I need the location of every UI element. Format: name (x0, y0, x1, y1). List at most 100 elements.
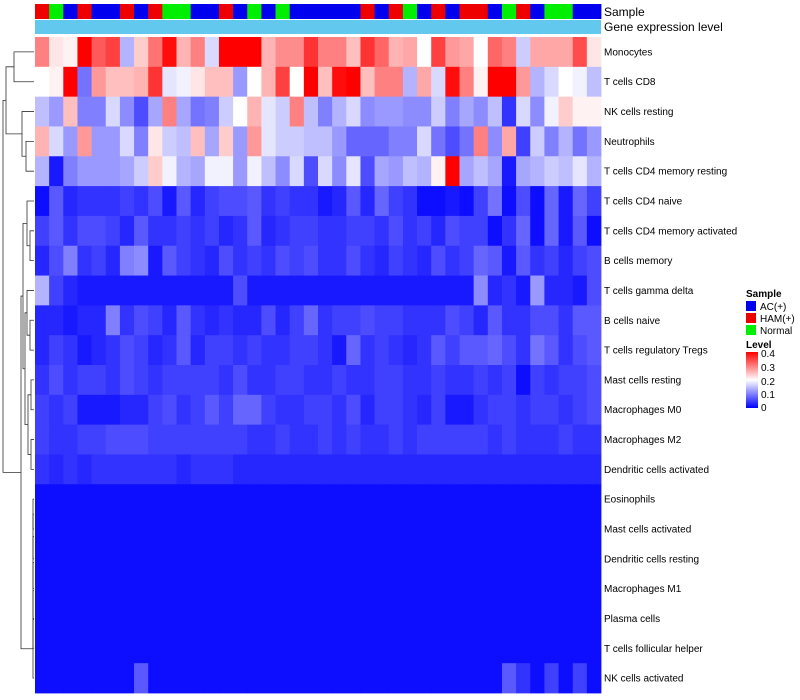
heatmap-cell (431, 454, 446, 485)
heatmap-cell (402, 633, 418, 664)
legend-level-title: Level (746, 340, 772, 351)
heatmap-cell (346, 215, 361, 247)
heatmap-cell (162, 454, 177, 485)
heatmap-cell (332, 365, 347, 396)
heatmap-cell (558, 215, 574, 247)
heatmap-cell (530, 126, 545, 157)
sample-annotation-cell (346, 4, 361, 19)
heatmap-cell (233, 484, 248, 515)
heatmap-cell (148, 66, 163, 98)
heatmap-cell (346, 633, 361, 664)
heatmap-cell (176, 305, 192, 336)
heatmap-cell (374, 126, 390, 157)
heatmap-cell (360, 275, 375, 306)
heatmap-cell (218, 454, 234, 485)
heatmap-cell (487, 37, 503, 68)
heatmap-cell (35, 663, 50, 694)
heatmap-cell (218, 37, 234, 68)
heatmap-cell (487, 156, 503, 187)
heatmap-cell (119, 454, 135, 485)
heatmap-cell (275, 215, 291, 247)
heatmap-cell (148, 394, 163, 426)
heatmap-cell (49, 156, 64, 187)
heatmap-cell (586, 454, 602, 485)
heatmap-cell (318, 424, 333, 455)
heatmap-cell (346, 275, 361, 306)
heatmap-cell (303, 305, 319, 336)
heatmap-cell (516, 156, 531, 187)
heatmap-cell (487, 96, 503, 127)
heatmap-cell (261, 335, 276, 366)
heatmap-cell (346, 245, 361, 276)
heatmap-cell (289, 424, 305, 455)
heatmap-cell (417, 514, 432, 545)
heatmap-cell (275, 126, 291, 157)
heatmap-cell (459, 484, 475, 515)
heatmap-cell (261, 96, 276, 127)
heatmap-cell (261, 215, 276, 247)
heatmap-cell (134, 394, 149, 426)
legend-level-colorbar (746, 352, 758, 408)
heatmap-cell (445, 454, 460, 485)
heatmap-cell (544, 514, 559, 545)
heatmap-cell (318, 66, 333, 98)
heatmap-cell (289, 66, 305, 98)
heatmap-cell (77, 365, 92, 396)
heatmap-cell (204, 663, 220, 694)
heatmap-cell (119, 484, 135, 515)
heatmap-cell (105, 186, 121, 217)
heatmap-cell (35, 186, 50, 217)
heatmap-cell (558, 275, 574, 306)
heatmap-cell (431, 215, 446, 247)
heatmap-cell (63, 633, 78, 664)
heatmap-cell (275, 484, 291, 515)
heatmap-cell (402, 424, 418, 455)
heatmap-cell (261, 186, 276, 217)
heatmap-cell (360, 663, 375, 694)
sample-annotation-cell (544, 4, 559, 19)
dendrogram-branch (24, 312, 28, 426)
heatmap-cell (346, 543, 361, 575)
heatmap-cell (204, 514, 220, 545)
heatmap-cell (105, 484, 121, 515)
heatmap-cell (516, 454, 531, 485)
heatmap-cell (501, 96, 517, 127)
heatmap-cell (176, 96, 192, 127)
heatmap-cell (218, 156, 234, 187)
heatmap-cell (303, 394, 319, 426)
heatmap-cell (417, 66, 432, 98)
heatmap-cell (530, 96, 545, 127)
row-label: B cells memory (604, 256, 672, 267)
heatmap-cell (374, 156, 390, 187)
heatmap-cell (204, 484, 220, 515)
heatmap-cell (77, 305, 92, 336)
heatmap-cell (374, 633, 390, 664)
heatmap-cell (586, 603, 602, 634)
heatmap-cell (134, 305, 149, 336)
heatmap-cell (572, 245, 588, 276)
heatmap-cell (275, 245, 291, 276)
heatmap-cell (49, 543, 64, 575)
heatmap-cell (105, 603, 121, 634)
heatmap-cell (544, 66, 559, 98)
heatmap-cell (289, 394, 305, 426)
heatmap-cell (289, 37, 305, 68)
heatmap-cell (544, 603, 559, 634)
heatmap-cell (289, 484, 305, 515)
heatmap-cell (176, 454, 192, 485)
heatmap-cell (544, 156, 559, 187)
heatmap-cell (402, 156, 418, 187)
heatmap-cell (388, 394, 404, 426)
heatmap-cell (162, 215, 177, 247)
heatmap-cell (473, 126, 489, 157)
heatmap-cell (233, 514, 248, 545)
heatmap-cell (204, 335, 220, 366)
heatmap-cell (218, 96, 234, 127)
heatmap-cell (233, 275, 248, 306)
heatmap-cell (190, 663, 206, 694)
heatmap-cell (544, 245, 559, 276)
heatmap-cell (487, 275, 503, 306)
heatmap-cell (459, 543, 475, 575)
heatmap-cell (119, 603, 135, 634)
heatmap-cell (134, 454, 149, 485)
